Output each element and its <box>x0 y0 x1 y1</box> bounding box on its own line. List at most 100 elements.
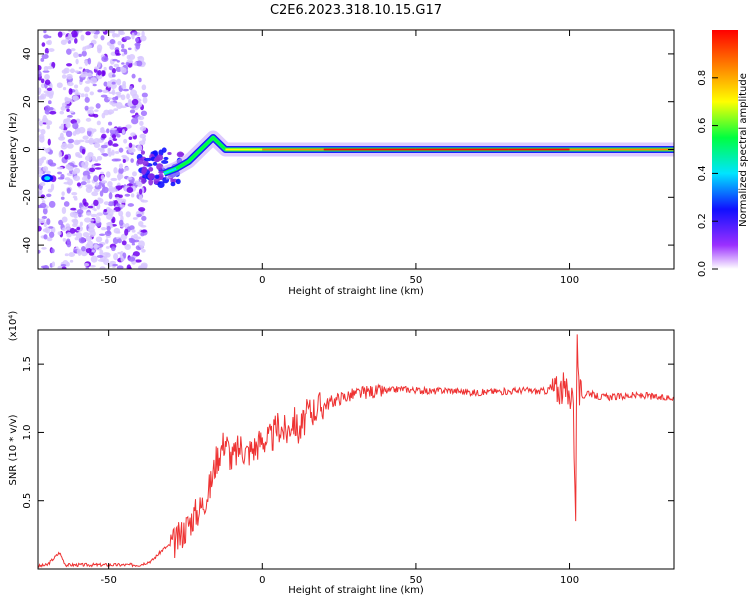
heatmap-blob <box>157 181 165 189</box>
heatmap-ytick-label: 40 <box>22 48 33 61</box>
heatmap-noise-blob <box>131 117 139 125</box>
heatmap-noise-blob <box>68 252 76 258</box>
heatmap-noise-blob <box>141 199 149 203</box>
heatmap-noise-blob <box>101 180 108 184</box>
heatmap-noise-blob <box>39 182 46 187</box>
snr-frame <box>37 329 675 570</box>
heatmap-noise-blob <box>48 92 54 99</box>
heatmap-blob <box>161 160 169 164</box>
heatmap-noise-blob <box>83 202 89 207</box>
heatmap-noise-blob <box>48 231 55 238</box>
heatmap-noise-blob <box>139 35 147 42</box>
snr-multiplier: (x10⁴) <box>8 311 19 342</box>
heatmap-noise-blob <box>89 167 96 173</box>
heatmap-noise-blob <box>106 225 111 232</box>
snr-xtick-label: 50 <box>410 575 423 586</box>
heatmap-noise-blob <box>91 249 95 253</box>
heatmap-noise-blob <box>102 70 106 76</box>
heatmap-noise-blob <box>75 58 79 65</box>
heatmap-noise-blob <box>102 153 109 157</box>
heatmap-noise-blob <box>80 181 87 186</box>
heatmap-noise-blob <box>84 105 89 111</box>
heatmap-noise-blob <box>95 236 103 243</box>
heatmap-noise-blob <box>89 219 95 222</box>
heatmap-noise-blob <box>40 265 48 269</box>
heatmap-noise-blob <box>100 94 108 98</box>
heatmap-noise-blob <box>121 129 126 135</box>
heatmap-noise-blob <box>131 73 136 79</box>
heatmap-blob <box>154 174 160 179</box>
heatmap-noise-blob <box>49 110 57 115</box>
heatmap-noise-blob <box>85 31 91 36</box>
heatmap-noise-blob <box>113 108 119 111</box>
heatmap-noise-blob <box>71 164 78 168</box>
heatmap-noise-blob <box>111 216 116 224</box>
heatmap-noise-blob <box>64 253 69 257</box>
heatmap-noise-blob <box>111 263 118 267</box>
heatmap-noise-blob <box>122 88 130 92</box>
heatmap-noise-blob <box>131 98 139 106</box>
heatmap-noise-blob <box>46 218 51 225</box>
heatmap-noise-blob <box>90 213 98 218</box>
heatmap-noise-blob <box>38 120 44 127</box>
figure-title: C2E6.2023.318.10.15.G17 <box>270 3 442 18</box>
heatmap-noise-blob <box>85 80 91 84</box>
heatmap-noise-blob <box>123 36 131 41</box>
heatmap-noise-blob <box>115 197 121 200</box>
heatmap-noise-blob <box>102 252 110 256</box>
heatmap-noise-blob <box>128 256 136 262</box>
heatmap-noise-blob <box>38 118 41 122</box>
heatmap-noise-blob <box>83 262 90 267</box>
heatmap-noise-blob <box>101 133 107 139</box>
heatmap-noise-blob <box>43 30 47 34</box>
heatmap-noise-blob <box>69 68 75 74</box>
heatmap-noise-blob <box>76 182 82 187</box>
heatmap-noise-blob <box>95 182 99 187</box>
heatmap-noise-blob <box>85 247 92 254</box>
heatmap-noise-blob <box>118 31 126 36</box>
heatmap-noise-blob <box>96 120 101 126</box>
heatmap-noise-blob <box>87 72 93 78</box>
heatmap-noise-blob <box>87 205 94 209</box>
heatmap-noise-blob <box>125 244 130 247</box>
heatmap-noise-blob <box>81 71 89 77</box>
heatmap-noise-blob <box>121 43 125 49</box>
heatmap-noise-blob <box>81 161 85 168</box>
colorbar-tick-label: 0.8 <box>697 70 708 86</box>
heatmap-noise-blob <box>111 81 116 85</box>
heatmap-noise-blob <box>93 199 99 207</box>
heatmap-noise-blob <box>108 121 113 126</box>
heatmap-noise-blob <box>74 215 78 219</box>
heatmap-noise-blob <box>105 246 110 249</box>
heatmap-noise-blob <box>106 80 111 88</box>
heatmap-noise-blob <box>110 177 118 182</box>
heatmap-noise-blob <box>121 154 128 158</box>
heatmap-blob <box>175 178 181 185</box>
heatmap-noise-blob <box>67 81 74 87</box>
heatmap-noise-blob <box>70 48 76 52</box>
heatmap-noise-blob <box>59 110 65 115</box>
heatmap-noise-blob <box>41 42 46 47</box>
heatmap-noise-blob <box>68 88 73 95</box>
heatmap-noise-blob <box>66 48 72 55</box>
heatmap-blob <box>136 158 144 165</box>
heatmap-noise-blob <box>87 127 94 132</box>
heatmap-noise-blob <box>89 91 94 96</box>
heatmap-noise-blob <box>114 49 120 56</box>
heatmap-noise-blob <box>92 83 97 87</box>
heatmap-noise-blob <box>95 103 101 109</box>
heatmap-noise-blob <box>87 174 91 180</box>
heatmap-noise-blob <box>97 61 101 68</box>
heatmap-noise-blob <box>112 143 119 147</box>
heatmap-noise-blob <box>72 223 78 228</box>
heatmap-noise-blob <box>84 139 91 144</box>
heatmap-noise-blob <box>89 30 96 34</box>
heatmap-noise-blob <box>134 259 142 263</box>
heatmap-noise-blob <box>88 137 95 145</box>
heatmap-blob <box>142 160 149 167</box>
heatmap-noise-blob <box>44 47 49 55</box>
heatmap-noise-blob <box>113 167 118 174</box>
heatmap-noise-blob <box>108 65 114 71</box>
heatmap-noise-blob <box>102 89 109 93</box>
heatmap-noise-blob <box>58 136 66 141</box>
